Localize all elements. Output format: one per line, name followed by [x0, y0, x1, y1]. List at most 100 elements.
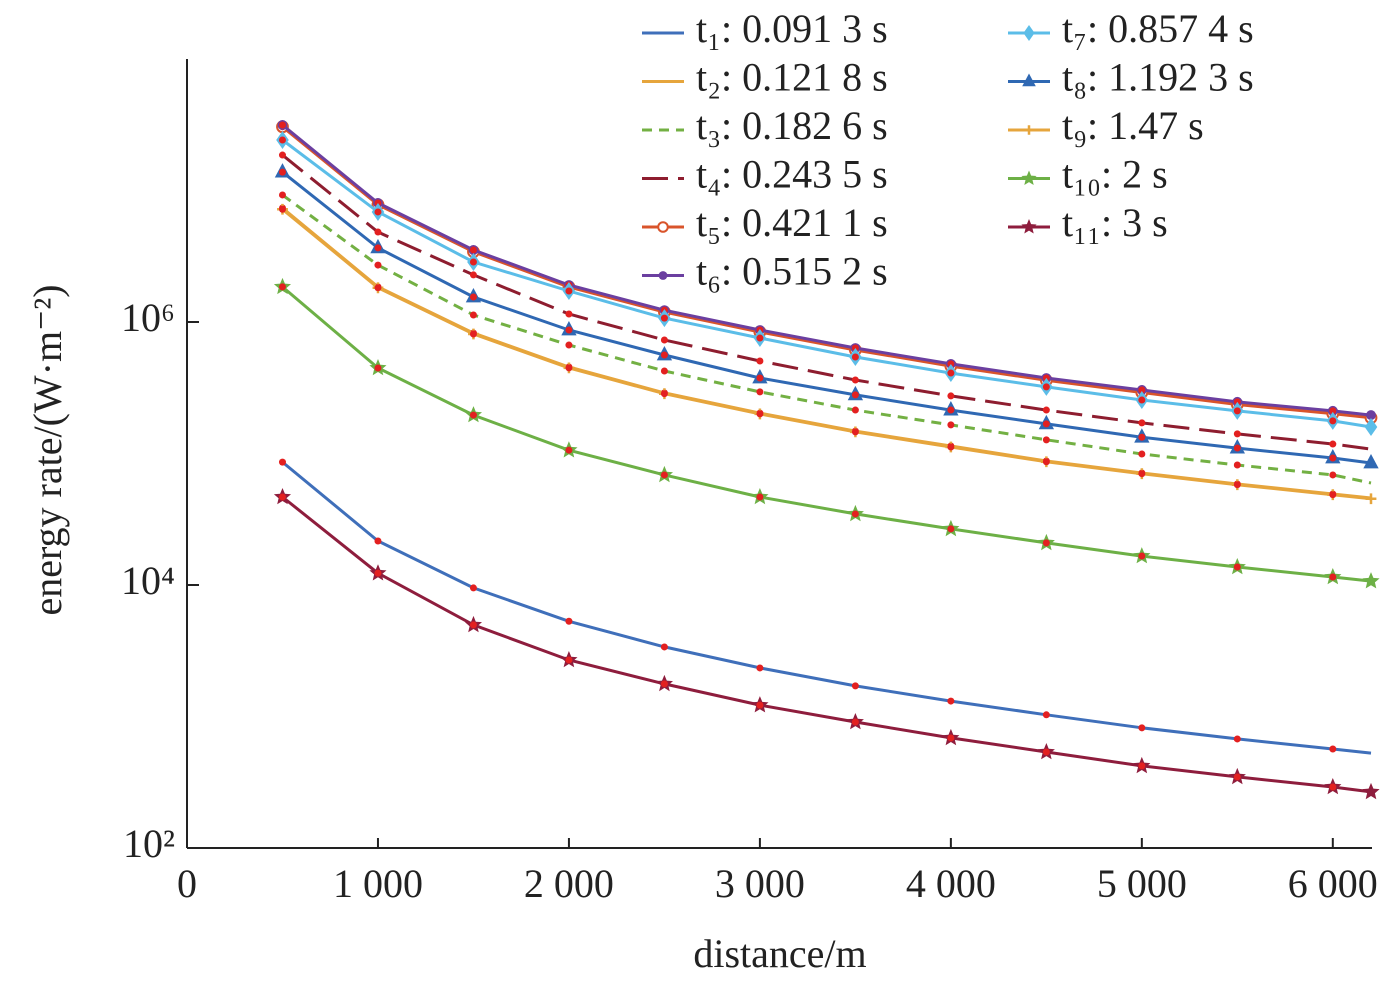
- legend-label: t₈: 1.192 3 s: [1062, 55, 1254, 100]
- sample-dot: [1138, 724, 1146, 732]
- sample-dot: [660, 680, 668, 688]
- sample-dot: [756, 664, 764, 672]
- sample-dot: [851, 510, 859, 518]
- legend-marker: [1021, 170, 1037, 185]
- sample-dot: [278, 136, 286, 144]
- sample-dot: [469, 621, 477, 629]
- sample-dot: [469, 330, 477, 338]
- sample-dot: [565, 617, 573, 625]
- y-tick-label: 10⁴: [121, 558, 175, 603]
- sample-dot: [660, 336, 668, 344]
- sample-dot: [1329, 491, 1337, 499]
- sample-dot: [947, 369, 955, 377]
- sample-dot: [660, 643, 668, 651]
- sample-dot: [1329, 440, 1337, 448]
- sample-dot: [947, 734, 955, 742]
- sample-dot: [565, 326, 573, 334]
- x-tick-label: 3 000: [715, 861, 805, 906]
- x-tick-label: 6 000: [1288, 861, 1378, 906]
- legend-label: t₂: 0.121 8 s: [696, 55, 888, 100]
- marker: [1363, 453, 1379, 469]
- sample-dot: [1042, 383, 1050, 391]
- sample-dot: [1329, 573, 1337, 581]
- sample-dot: [1329, 745, 1337, 753]
- sample-dot: [469, 411, 477, 419]
- sample-dot: [660, 367, 668, 375]
- sample-dot: [565, 446, 573, 454]
- sample-dot: [1042, 711, 1050, 719]
- sample-dot: [1042, 436, 1050, 444]
- legend-label: t₃: 0.182 6 s: [696, 103, 888, 148]
- sample-dot: [947, 697, 955, 705]
- sample-dot: [947, 392, 955, 400]
- sample-dot: [374, 537, 382, 545]
- y-tick-label: 10⁶: [121, 295, 175, 340]
- sample-dot: [565, 656, 573, 664]
- marker: [1362, 782, 1380, 800]
- x-tick-label: 0: [177, 861, 197, 906]
- sample-dot: [851, 391, 859, 399]
- sample-dot: [1042, 748, 1050, 756]
- sample-dot: [278, 458, 286, 466]
- x-tick-label: 2 000: [524, 861, 614, 906]
- sample-dot: [756, 701, 764, 709]
- sample-dot: [469, 246, 477, 254]
- sample-dot: [947, 421, 955, 429]
- sample-dot: [1042, 458, 1050, 466]
- sample-dot: [756, 388, 764, 396]
- sample-dot: [374, 284, 382, 292]
- sample-dot: [1138, 762, 1146, 770]
- sample-dot: [469, 584, 477, 592]
- legend-marker: [1021, 219, 1037, 234]
- sample-dot: [374, 364, 382, 372]
- sample-dot: [469, 293, 477, 301]
- sample-dot: [1042, 539, 1050, 547]
- sample-dot: [1329, 417, 1337, 425]
- sample-dot: [756, 410, 764, 418]
- x-axis-label: distance/m: [693, 931, 866, 976]
- sample-dot: [947, 360, 955, 368]
- sample-dot: [1138, 450, 1146, 458]
- sample-dot: [565, 287, 573, 295]
- legend-label: t₁: 0.091 3 s: [696, 6, 888, 51]
- sample-dot: [278, 151, 286, 159]
- sample-dot: [1329, 407, 1337, 415]
- sample-dot: [756, 357, 764, 365]
- legend-label: t₄: 0.243 5 s: [696, 152, 888, 197]
- sample-dot: [1138, 396, 1146, 404]
- series-line: [281, 460, 1372, 755]
- sample-dot: [1233, 444, 1241, 452]
- legend-marker: [1022, 73, 1036, 87]
- sample-dot: [278, 168, 286, 176]
- sample-dot: [469, 258, 477, 266]
- sample-dot: [565, 341, 573, 349]
- sample-dot: [1233, 563, 1241, 571]
- sample-dot: [278, 493, 286, 501]
- sample-dot: [1138, 470, 1146, 478]
- sample-dot: [947, 406, 955, 414]
- marker: [1362, 572, 1380, 589]
- sample-dot: [374, 228, 382, 236]
- sample-dot: [469, 271, 477, 279]
- sample-dot: [278, 191, 286, 199]
- sample-dot: [660, 390, 668, 398]
- sample-dot: [565, 310, 573, 318]
- sample-dot: [1138, 386, 1146, 394]
- x-tick-label: 5 000: [1097, 861, 1187, 906]
- legend-label: t₆: 0.515 2 s: [696, 249, 888, 294]
- sample-dot: [278, 283, 286, 291]
- legend-marker: [1024, 125, 1034, 135]
- sample-dot: [1233, 481, 1241, 489]
- legend-marker: [1023, 25, 1035, 41]
- legend-marker: [658, 271, 668, 280]
- sample-dot: [851, 406, 859, 414]
- sample-dot: [660, 471, 668, 479]
- sample-dot: [1233, 735, 1241, 743]
- legend-marker: [657, 221, 669, 233]
- sample-dot: [947, 525, 955, 533]
- sample-dot: [1042, 420, 1050, 428]
- legend-label: t₁₁: 3 s: [1062, 200, 1168, 245]
- sample-dot: [1233, 461, 1241, 469]
- sample-dot: [851, 428, 859, 436]
